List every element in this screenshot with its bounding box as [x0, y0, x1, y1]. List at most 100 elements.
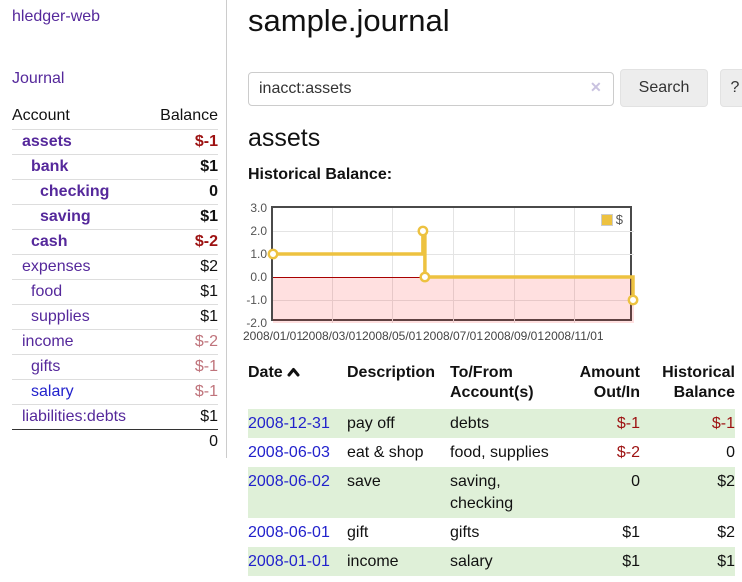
balance-column-header: Historical Balance — [640, 363, 735, 409]
transaction-date-cell: 2008-06-03 — [248, 438, 347, 467]
account-link[interactable]: gifts — [31, 358, 60, 375]
transaction-row: 2008-06-02savesaving, checking0$2 — [248, 467, 735, 518]
app-title-link[interactable]: hledger-web — [12, 8, 100, 26]
account-balance: $1 — [149, 279, 218, 304]
account-link[interactable]: food — [31, 283, 62, 300]
y-tick-label: 1.0 — [225, 247, 267, 261]
account-row: cash $-2 — [12, 229, 218, 254]
account-name-cell: checking — [12, 179, 149, 204]
account-link[interactable]: checking — [40, 183, 109, 200]
transaction-row: 2008-06-03 eat & shopfood, supplies$-20 — [248, 438, 735, 467]
chart-plot-area: $ — [271, 206, 632, 321]
clear-search-icon[interactable]: ✕ — [590, 80, 602, 94]
transaction-amount: $-2 — [562, 438, 640, 467]
account-link[interactable]: supplies — [31, 308, 90, 325]
chart-title: Historical Balance: — [248, 166, 392, 184]
account-name-cell: supplies — [12, 304, 149, 329]
account-row: supplies$1 — [12, 304, 218, 329]
help-button[interactable]: ? — [720, 69, 742, 107]
data-point-marker — [421, 273, 429, 281]
account-name-cell: liabilities:debts — [12, 404, 149, 429]
account-link[interactable]: salary — [31, 383, 74, 400]
account-name-cell: saving — [12, 204, 149, 229]
transaction-description: pay off — [347, 409, 450, 438]
account-row: bank $1 — [12, 154, 218, 179]
register-table: Date Description To/From Account(s) Amou… — [248, 363, 735, 576]
y-tick-label: -2.0 — [225, 316, 267, 330]
legend-label: $ — [616, 212, 623, 227]
account-link[interactable]: income — [22, 333, 74, 350]
legend-swatch-icon — [601, 214, 613, 226]
data-point-marker — [629, 296, 637, 304]
transaction-date-link[interactable]: 2008-01-01 — [248, 553, 330, 570]
amount-column-header: Amount Out/In — [562, 363, 640, 409]
sidebar: hledger-web Journal Account Balance asse… — [0, 0, 227, 458]
transaction-date-link[interactable]: 2008-06-02 — [248, 473, 330, 490]
account-name-cell: income — [12, 329, 149, 354]
search-input[interactable] — [248, 72, 614, 106]
transaction-date-link[interactable]: 2008-12-31 — [248, 415, 330, 432]
spacer-cell — [12, 429, 149, 454]
data-point-marker — [269, 250, 277, 258]
account-balance: $2 — [149, 254, 218, 279]
account-name-cell: assets — [12, 129, 149, 154]
account-link[interactable]: bank — [31, 158, 68, 175]
transaction-description: gift — [347, 518, 450, 547]
account-row: food $1 — [12, 279, 218, 304]
transaction-date-link[interactable]: 2008-06-01 — [248, 524, 330, 541]
search-button[interactable]: Search — [620, 69, 708, 107]
x-tick-label: 2008/07/01 — [418, 330, 488, 343]
data-point-marker — [419, 227, 427, 235]
account-row: assets$-1 — [12, 129, 218, 154]
transaction-balance: 0 — [640, 438, 735, 467]
description-column-header: Description — [347, 363, 450, 409]
account-link[interactable]: cash — [31, 233, 67, 250]
series-line — [273, 208, 634, 323]
account-balance: $-1 — [149, 379, 218, 404]
transaction-accounts: food, supplies — [450, 438, 562, 467]
transaction-date-cell: 2008-12-31 — [248, 409, 347, 438]
y-tick-label: -1.0 — [225, 293, 267, 307]
transaction-date-cell: 2008-06-01 — [248, 518, 347, 547]
account-balance: $1 — [149, 404, 218, 429]
transaction-accounts: gifts — [450, 518, 562, 547]
account-link[interactable]: saving — [40, 208, 91, 225]
transaction-balance: $1 — [640, 547, 735, 576]
account-name-cell: gifts — [12, 354, 149, 379]
account-row: expenses $2 — [12, 254, 218, 279]
account-name-cell: cash — [12, 229, 149, 254]
account-row: checking0 — [12, 179, 218, 204]
balance-chart: $ 2008/01/012008/03/012008/05/012008/07/… — [271, 206, 671, 356]
account-balance: $-2 — [149, 229, 218, 254]
y-tick-label: 2.0 — [225, 224, 267, 238]
transaction-amount: $1 — [562, 518, 640, 547]
page-title: sample.journal — [248, 0, 450, 42]
transaction-accounts: debts — [450, 409, 562, 438]
transaction-date-cell: 2008-01-01 — [248, 547, 347, 576]
accounts-total-row: 0 — [12, 429, 218, 454]
transaction-description: eat & shop — [347, 438, 450, 467]
sidebar-item-journal[interactable]: Journal — [12, 70, 64, 88]
account-balance: $-2 — [149, 329, 218, 354]
y-tick-label: 0.0 — [225, 270, 267, 284]
account-balance: $1 — [149, 154, 218, 179]
transaction-amount: $1 — [562, 547, 640, 576]
account-link[interactable]: liabilities:debts — [22, 408, 126, 425]
transaction-description: save — [347, 467, 450, 518]
transaction-accounts: saving, checking — [450, 467, 562, 518]
account-link[interactable]: assets — [22, 133, 72, 150]
transaction-date-link[interactable]: 2008-06-03 — [248, 444, 330, 461]
date-column-header[interactable]: Date — [248, 363, 347, 409]
main-content: sample.journal ✕ Search ? assets Histori… — [248, 0, 742, 582]
x-tick-label: 2008/11/01 — [539, 330, 609, 343]
balance-column-header: Balance — [149, 104, 218, 129]
register-header-row: Date Description To/From Account(s) Amou… — [248, 363, 735, 409]
account-row: saving$1 — [12, 204, 218, 229]
sort-ascending-icon — [287, 367, 300, 377]
account-row: liabilities:debts $1 — [12, 404, 218, 429]
account-link[interactable]: expenses — [22, 258, 91, 275]
account-column-header: Account — [12, 104, 149, 129]
series-path — [273, 231, 633, 300]
transaction-row: 2008-01-01incomesalary$1$1 — [248, 547, 735, 576]
tofrom-column-header: To/From Account(s) — [450, 363, 562, 409]
